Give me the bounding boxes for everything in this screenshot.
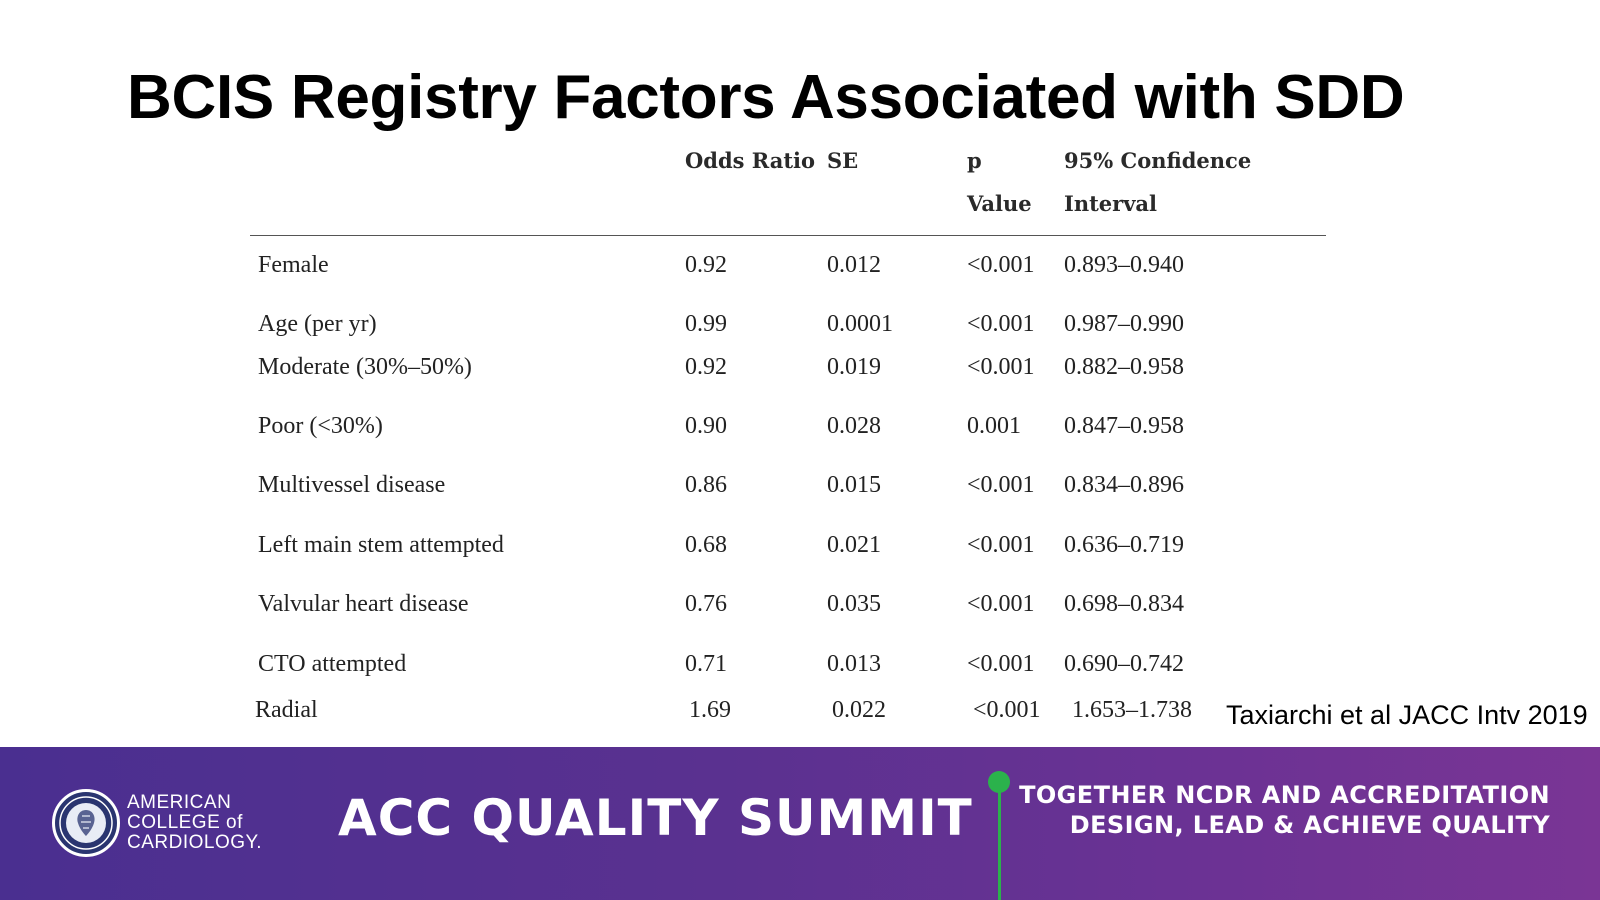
table-row: CTO attempted 0.71 0.013 <0.001 0.690–0.…	[0, 647, 1600, 681]
row-p-value: <0.001	[967, 252, 1035, 278]
header-p: p	[967, 148, 982, 173]
row-p-value: <0.001	[967, 651, 1035, 677]
header-odds-ratio: Odds Ratio	[685, 148, 816, 173]
table-row: Moderate (30%–50%) 0.92 0.019 <0.001 0.8…	[0, 350, 1600, 384]
row-p-value: <0.001	[973, 697, 1041, 723]
table-row: Valvular heart disease 0.76 0.035 <0.001…	[0, 587, 1600, 621]
slide-title: BCIS Registry Factors Associated with SD…	[127, 63, 1405, 132]
row-se: 0.028	[827, 413, 881, 439]
divider-dot	[988, 771, 1010, 793]
row-ci: 0.893–0.940	[1064, 252, 1184, 278]
header-ci: 95% Confidence	[1064, 148, 1252, 173]
table-row: Female 0.92 0.012 <0.001 0.893–0.940	[0, 248, 1600, 282]
row-p-value: <0.001	[967, 354, 1035, 380]
table-row: Poor (<30%) 0.90 0.028 0.001 0.847–0.958	[0, 409, 1600, 443]
header-se: SE	[827, 148, 859, 173]
logo-line: CARDIOLOGY.	[127, 832, 263, 853]
row-p-value: <0.001	[967, 311, 1035, 337]
row-odds-ratio: 0.99	[685, 311, 727, 337]
row-se: 0.015	[827, 472, 881, 498]
tagline-line: DESIGN, LEAD & ACHIEVE QUALITY	[1069, 811, 1550, 839]
tagline-line: TOGETHER NCDR AND ACCREDITATION	[1019, 781, 1550, 809]
row-ci: 1.653–1.738	[1072, 697, 1192, 723]
header-rule	[250, 235, 1326, 236]
row-odds-ratio: 0.92	[685, 252, 727, 278]
row-label: Left main stem attempted	[258, 532, 504, 558]
footer-banner: AMERICAN COLLEGE of CARDIOLOGY. ACC QUAL…	[0, 747, 1600, 900]
header-ci-interval: Interval	[1064, 191, 1158, 216]
row-se: 0.0001	[827, 311, 893, 337]
row-se: 0.022	[832, 697, 886, 723]
summit-title: ACC QUALITY SUMMIT	[338, 789, 973, 847]
row-p-value: 0.001	[967, 413, 1021, 439]
tagline: TOGETHER NCDR AND ACCREDITATION DESIGN, …	[1019, 780, 1550, 840]
row-label: CTO attempted	[258, 651, 407, 677]
table-row: Age (per yr) 0.99 0.0001 <0.001 0.987–0.…	[0, 307, 1600, 341]
row-se: 0.021	[827, 532, 881, 558]
row-odds-ratio: 0.76	[685, 591, 727, 617]
row-ci: 0.882–0.958	[1064, 354, 1184, 380]
row-ci: 0.690–0.742	[1064, 651, 1184, 677]
row-ci: 0.636–0.719	[1064, 532, 1184, 558]
row-odds-ratio: 0.90	[685, 413, 727, 439]
acc-logo-text: AMERICAN COLLEGE of CARDIOLOGY.	[127, 793, 262, 853]
acc-seal-icon	[52, 789, 120, 857]
citation: Taxiarchi et al JACC Intv 2019	[1226, 700, 1588, 730]
factors-table: Odds Ratio SE p Value 95% Confidence Int…	[0, 148, 1600, 727]
row-label: Age (per yr)	[258, 311, 377, 337]
logo-line: COLLEGE of	[127, 812, 243, 833]
row-odds-ratio: 0.71	[685, 651, 727, 677]
row-odds-ratio: 0.68	[685, 532, 727, 558]
header-p-value: Value	[967, 191, 1032, 216]
divider-line	[998, 787, 1001, 900]
row-label: Poor (<30%)	[258, 413, 383, 439]
row-label: Female	[258, 252, 329, 278]
table-row: Multivessel disease 0.86 0.015 <0.001 0.…	[0, 468, 1600, 502]
row-p-value: <0.001	[967, 472, 1035, 498]
row-odds-ratio: 0.86	[685, 472, 727, 498]
row-ci: 0.698–0.834	[1064, 591, 1184, 617]
row-odds-ratio: 0.92	[685, 354, 727, 380]
row-se: 0.035	[827, 591, 881, 617]
table-row: Left main stem attempted 0.68 0.021 <0.0…	[0, 528, 1600, 562]
row-se: 0.013	[827, 651, 881, 677]
row-ci: 0.847–0.958	[1064, 413, 1184, 439]
row-odds-ratio: 1.69	[689, 697, 731, 723]
row-ci: 0.834–0.896	[1064, 472, 1184, 498]
row-p-value: <0.001	[967, 591, 1035, 617]
row-se: 0.012	[827, 252, 881, 278]
row-label: Moderate (30%–50%)	[258, 354, 472, 380]
table-row: Radial 1.69 0.022 <0.001 1.653–1.738	[0, 693, 1600, 727]
row-label: Radial	[255, 697, 318, 723]
row-ci: 0.987–0.990	[1064, 311, 1184, 337]
row-se: 0.019	[827, 354, 881, 380]
row-label: Multivessel disease	[258, 472, 446, 498]
row-label: Valvular heart disease	[258, 591, 469, 617]
logo-line: AMERICAN	[127, 792, 232, 813]
row-p-value: <0.001	[967, 532, 1035, 558]
